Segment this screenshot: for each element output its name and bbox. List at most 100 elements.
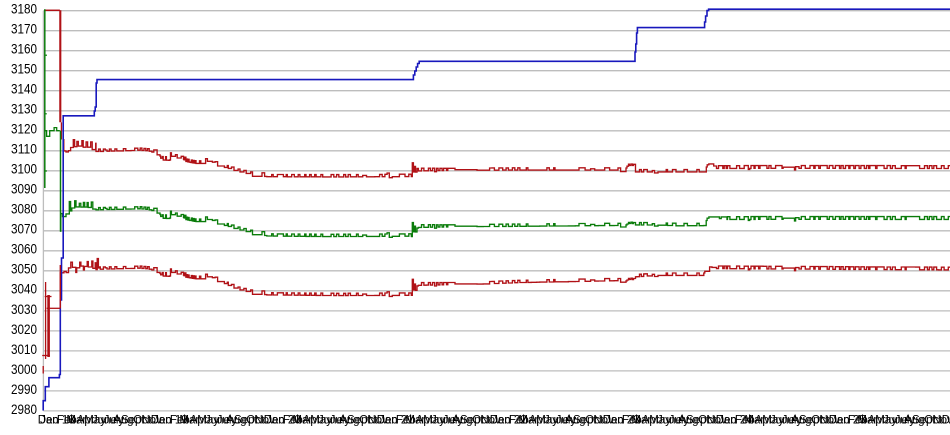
svg-text:3080: 3080 — [11, 202, 37, 217]
svg-text:Jan 19: Jan 19 — [153, 415, 188, 427]
svg-text:May: May — [762, 415, 784, 427]
svg-text:Oct: Oct — [133, 415, 152, 427]
svg-text:Feb: Feb — [283, 415, 303, 427]
svg-text:3130: 3130 — [11, 102, 37, 117]
svg-text:Nov: Nov — [932, 415, 950, 427]
svg-text:Sept: Sept — [460, 415, 484, 427]
svg-text:Nov: Nov — [367, 415, 388, 427]
svg-text:Dec: Dec — [151, 415, 172, 427]
svg-text:Feb: Feb — [622, 415, 642, 427]
svg-text:Dec: Dec — [716, 415, 737, 427]
svg-text:2990: 2990 — [11, 382, 37, 397]
svg-text:Jan 22: Jan 22 — [492, 415, 527, 427]
svg-text:3010: 3010 — [11, 342, 37, 357]
svg-text:3040: 3040 — [11, 282, 37, 297]
svg-text:June: June — [92, 415, 117, 427]
svg-text:Feb: Feb — [57, 415, 77, 427]
svg-text:Feb: Feb — [396, 415, 416, 427]
svg-text:Aug: Aug — [904, 415, 924, 427]
svg-text:Aug: Aug — [226, 415, 246, 427]
svg-text:July: July — [556, 415, 577, 427]
svg-text:May: May — [197, 415, 219, 427]
svg-text:May: May — [84, 415, 106, 427]
svg-text:Nov: Nov — [254, 415, 275, 427]
svg-text:Mar: Mar — [292, 415, 312, 427]
svg-text:Apr: Apr — [755, 415, 773, 427]
svg-text:May: May — [875, 415, 897, 427]
svg-text:Sept: Sept — [912, 415, 936, 427]
svg-text:Dec: Dec — [829, 415, 850, 427]
svg-text:Feb: Feb — [509, 415, 529, 427]
svg-text:Nov: Nov — [706, 415, 727, 427]
svg-text:Oct: Oct — [585, 415, 604, 427]
svg-text:Oct: Oct — [924, 415, 943, 427]
svg-text:3070: 3070 — [11, 222, 37, 237]
svg-text:2980: 2980 — [11, 402, 37, 417]
svg-text:3170: 3170 — [11, 22, 37, 37]
svg-text:Dec: Dec — [603, 415, 624, 427]
svg-text:Nov: Nov — [480, 415, 501, 427]
svg-text:Sept: Sept — [347, 415, 371, 427]
svg-text:Feb: Feb — [735, 415, 755, 427]
svg-text:Dec: Dec — [264, 415, 285, 427]
svg-text:July: July — [669, 415, 690, 427]
svg-text:3100: 3100 — [11, 162, 37, 177]
svg-text:Mar: Mar — [631, 415, 651, 427]
svg-text:Dec: Dec — [490, 415, 511, 427]
svg-text:July: July — [895, 415, 916, 427]
svg-text:Dec: Dec — [38, 415, 59, 427]
svg-text:Oct: Oct — [472, 415, 491, 427]
svg-text:June: June — [883, 415, 908, 427]
svg-text:Mar: Mar — [744, 415, 764, 427]
svg-text:Jan 20: Jan 20 — [266, 415, 301, 427]
svg-text:Apr: Apr — [77, 415, 95, 427]
svg-text:Sept: Sept — [234, 415, 258, 427]
svg-text:Apr: Apr — [642, 415, 660, 427]
svg-text:Jan 24: Jan 24 — [718, 415, 753, 427]
svg-text:Apr: Apr — [416, 415, 434, 427]
svg-text:Mar: Mar — [857, 415, 877, 427]
svg-text:3050: 3050 — [11, 262, 37, 277]
svg-text:May: May — [649, 415, 671, 427]
svg-text:Sept: Sept — [686, 415, 710, 427]
svg-text:Sept: Sept — [573, 415, 597, 427]
svg-text:Jan 25: Jan 25 — [831, 415, 866, 427]
svg-text:June: June — [544, 415, 569, 427]
svg-text:Jan 21: Jan 21 — [379, 415, 414, 427]
svg-text:Mar: Mar — [405, 415, 425, 427]
svg-text:Dec: Dec — [942, 415, 950, 427]
svg-text:3150: 3150 — [11, 62, 37, 77]
svg-text:Feb: Feb — [170, 415, 190, 427]
svg-text:Apr: Apr — [190, 415, 208, 427]
svg-text:July: July — [104, 415, 125, 427]
svg-text:Aug: Aug — [678, 415, 698, 427]
svg-text:July: July — [443, 415, 464, 427]
svg-text:3090: 3090 — [11, 182, 37, 197]
svg-text:3030: 3030 — [11, 302, 37, 317]
svg-text:Aug: Aug — [565, 415, 585, 427]
svg-text:Oct: Oct — [359, 415, 378, 427]
svg-text:June: June — [431, 415, 456, 427]
svg-text:Apr: Apr — [303, 415, 321, 427]
svg-text:May: May — [423, 415, 445, 427]
svg-text:Mar: Mar — [179, 415, 199, 427]
svg-text:June: June — [770, 415, 795, 427]
svg-text:July: July — [782, 415, 803, 427]
svg-text:May: May — [310, 415, 332, 427]
svg-text:July: July — [330, 415, 351, 427]
svg-text:3060: 3060 — [11, 242, 37, 257]
svg-text:Nov: Nov — [593, 415, 614, 427]
svg-text:Sept: Sept — [121, 415, 145, 427]
svg-text:Oct: Oct — [698, 415, 717, 427]
svg-text:June: June — [205, 415, 230, 427]
svg-text:Aug: Aug — [113, 415, 133, 427]
svg-text:Feb: Feb — [848, 415, 868, 427]
svg-text:Jan 18: Jan 18 — [40, 415, 75, 427]
svg-text:3120: 3120 — [11, 122, 37, 137]
svg-text:3110: 3110 — [11, 142, 37, 157]
svg-text:Dec: Dec — [377, 415, 398, 427]
svg-text:Apr: Apr — [868, 415, 886, 427]
svg-text:3160: 3160 — [11, 42, 37, 57]
svg-text:July: July — [217, 415, 238, 427]
svg-text:Nov: Nov — [819, 415, 840, 427]
